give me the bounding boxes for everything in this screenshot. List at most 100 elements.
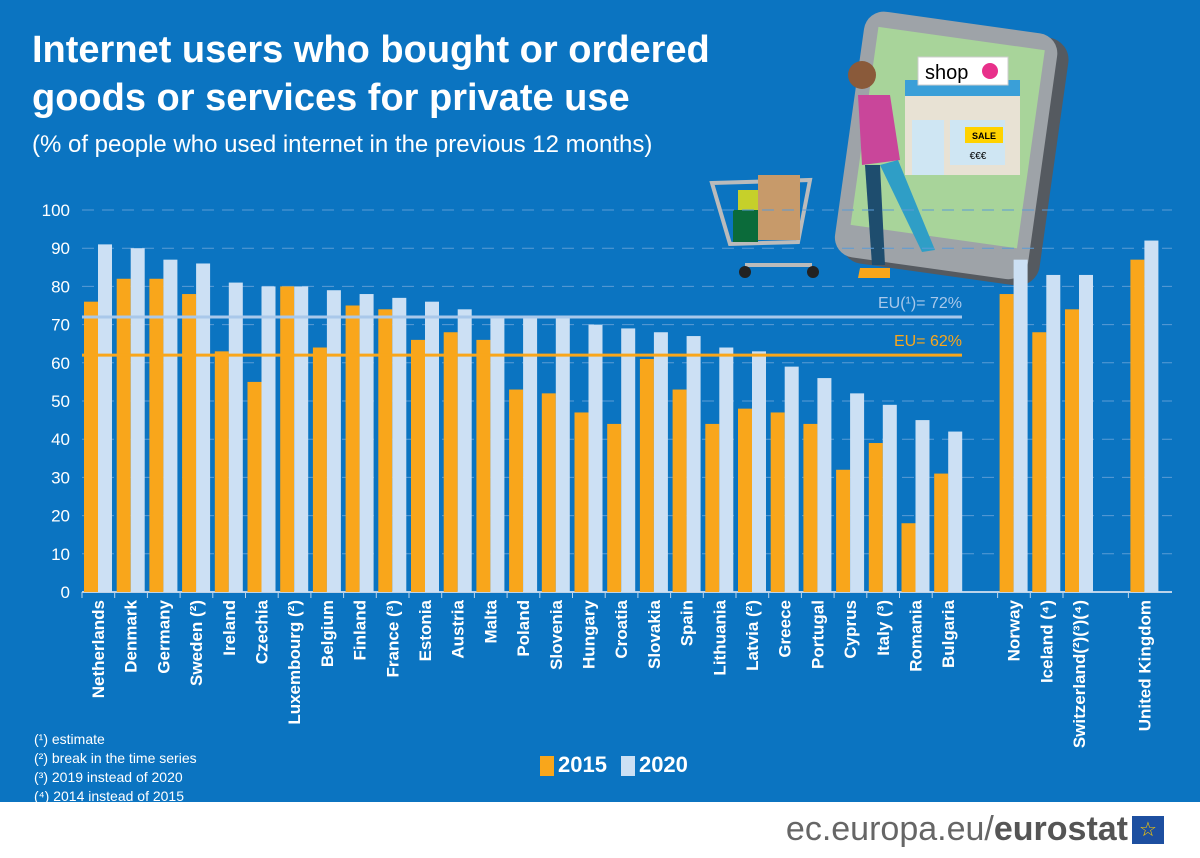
bar-2020	[359, 294, 374, 592]
shopping-illustration: SALE €€€ shop	[709, 11, 1069, 286]
x-tick-label: Switzerland(²)(³)(⁴)	[1070, 600, 1089, 748]
price-sign: €€€	[970, 151, 987, 162]
bar-2020	[555, 316, 570, 592]
bar-2015	[411, 339, 425, 592]
bar-2015	[934, 473, 949, 592]
x-tick-label: Estonia	[416, 599, 435, 661]
bar-2020	[163, 259, 178, 592]
bar-2020	[686, 336, 701, 592]
bar-2015	[1032, 332, 1047, 592]
footnote: (²) break in the time series	[34, 750, 197, 766]
bar-2015	[116, 278, 131, 592]
bar-2015	[214, 351, 229, 592]
x-tick-label: Belgium	[318, 600, 337, 667]
x-tick-label: United Kingdom	[1135, 600, 1154, 731]
bar-2015	[247, 381, 262, 592]
bar-2020	[1046, 274, 1061, 592]
y-tick-label: 70	[51, 316, 70, 335]
bar-2020	[196, 263, 211, 592]
x-tick-label: Czechia	[253, 599, 272, 664]
x-tick-label: Hungary	[580, 599, 599, 669]
footer-site: ec.europa.eu/	[785, 810, 994, 848]
bar-2015	[312, 347, 327, 592]
x-tick-label: Italy (³)	[874, 600, 893, 656]
x-tick-label: Slovakia	[645, 599, 664, 669]
x-tick-label: Luxembourg (²)	[285, 600, 304, 725]
x-tick-label: Croatia	[612, 599, 631, 658]
x-tick-label: Cyprus	[841, 600, 860, 659]
y-tick-label: 80	[51, 277, 70, 296]
bar-2015	[803, 423, 818, 592]
bar-2015	[182, 294, 197, 592]
x-tick-label: Norway	[1005, 599, 1024, 661]
bar-2020	[915, 420, 930, 592]
bar-2015	[443, 332, 458, 592]
bar-2020	[228, 282, 243, 592]
x-tick-label: Spain	[678, 600, 697, 646]
x-tick-label: Germany	[154, 599, 173, 673]
x-tick-label: Slovenia	[547, 599, 566, 669]
bar-2015	[868, 443, 883, 592]
bar-2020	[130, 248, 145, 592]
x-tick-label: Greece	[776, 600, 795, 658]
bar-2020	[392, 297, 407, 592]
y-tick-label: 0	[61, 583, 70, 602]
x-tick-label: Netherlands	[89, 600, 108, 698]
footnote: (³) 2019 instead of 2020	[34, 769, 183, 785]
x-tick-label: Malta	[481, 599, 500, 643]
x-tick-label: Finland	[351, 600, 370, 660]
footer-logo[interactable]: ec.europa.eu/eurostat ☆	[786, 810, 1164, 849]
eu-flag-icon: ☆	[1132, 815, 1164, 844]
bar-2020	[457, 309, 472, 592]
bar-2015	[1065, 309, 1079, 592]
bar-2020	[948, 431, 963, 592]
bar-2020	[490, 316, 505, 592]
bar-2020	[523, 316, 538, 592]
bar-2015	[1130, 259, 1145, 592]
bar-2020	[719, 347, 734, 592]
bar-2015	[280, 286, 295, 592]
bar-2020	[261, 286, 276, 592]
y-tick-label: 10	[51, 545, 70, 564]
y-tick-label: 20	[51, 507, 70, 526]
x-tick-label: Sweden (²)	[187, 600, 206, 686]
eu-average-label: EU= 62%	[894, 333, 962, 350]
bar-2020	[294, 286, 309, 592]
bar-2020	[588, 324, 603, 592]
bar-2015	[541, 393, 556, 592]
chart-title: Internet users who bought or ordered goo…	[32, 29, 710, 119]
bar-2020	[850, 393, 865, 592]
x-tick-label: Poland	[514, 600, 533, 657]
x-tick-label: Ireland	[220, 600, 239, 656]
bar-2015	[84, 301, 98, 592]
bar-2015	[999, 294, 1014, 592]
bar-2020	[882, 404, 897, 592]
bar-2015	[607, 423, 622, 592]
footer-brand: eurostat	[993, 810, 1128, 848]
bar-2015	[770, 412, 785, 592]
bar-2015	[378, 309, 393, 592]
y-tick-label: 60	[51, 354, 70, 373]
x-tick-label: France (³)	[383, 600, 402, 677]
bar-2015	[639, 358, 654, 592]
footnotes: (¹) estimate (²) break in the time serie…	[34, 730, 197, 806]
eu-average-label: EU(¹)= 72%	[878, 295, 962, 312]
bar-2015	[901, 523, 916, 592]
y-tick-label: 40	[51, 430, 70, 449]
bar-2020	[1144, 240, 1159, 592]
bar-2020	[817, 378, 832, 592]
x-tick-label: Iceland (⁴)	[1037, 600, 1056, 683]
legend-item-2020: 2020	[620, 752, 688, 778]
bar-2020	[784, 366, 799, 592]
bar-2015	[476, 339, 491, 592]
bar-2015	[836, 469, 851, 592]
legend-item-2015: 2015	[540, 752, 607, 778]
x-tick-label: Bulgaria	[939, 599, 958, 668]
y-tick-label: 50	[51, 392, 70, 411]
footnote: (¹) estimate	[34, 731, 105, 747]
bar-2020	[326, 290, 341, 592]
bar-2015	[509, 389, 524, 592]
footnote: (⁴) 2014 instead of 2015	[34, 788, 185, 804]
shop-sign: shop	[925, 62, 968, 84]
bar-2020	[752, 351, 766, 592]
